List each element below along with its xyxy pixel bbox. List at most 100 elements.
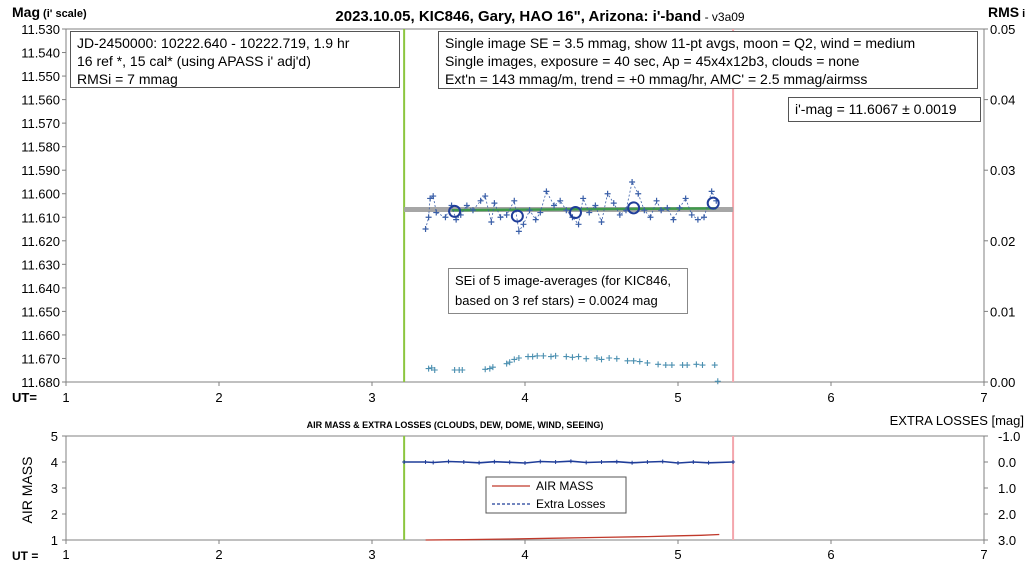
top-x-axis-label: UT= [12,390,37,405]
mag-point [664,204,671,211]
info-left-line-2: 16 ref *, 15 cal* (using APASS i' adj'd) [77,53,311,69]
extra-losses-point [630,460,635,465]
y2-tick-label: 0.05 [990,22,1015,37]
rms-point [699,362,706,369]
top-y2-axis-label: RMS i [988,4,1025,20]
extra-losses-point [568,459,573,464]
mag-point [641,207,648,214]
y2-tick-label: 1.0 [998,481,1016,496]
bottom-y-axis-label: AIR MASS [19,457,35,524]
mag-point [676,204,683,211]
mag-point [488,218,495,225]
x-tick-label: 4 [521,390,528,405]
extra-losses-point [706,460,711,465]
mag-point [610,200,617,207]
rms-point [529,353,536,360]
rms-point [425,365,432,372]
mag-point [694,216,701,223]
extra-losses-point [553,460,558,464]
rms-point [428,364,435,371]
y-tick-label: 3 [51,481,58,496]
rms-point [644,359,651,366]
rms-point [636,358,643,365]
mag-point [557,197,564,204]
mag-point [551,202,558,209]
rms-point [624,357,631,364]
rms-point [515,354,522,361]
rms-point [548,353,555,360]
top-y-axis-label: Mag (i' scale) [12,4,87,20]
mag-point [537,209,544,216]
x-tick-label: 5 [674,390,681,405]
extra-losses-point [423,460,428,464]
y-tick-label: 11.600 [21,187,60,202]
y-tick-label: 11.640 [21,281,60,296]
extra-losses-point [477,460,482,465]
y2-tick-label: 0.0 [998,455,1016,470]
rms-point [569,354,576,361]
mag-point [422,226,429,233]
y-tick-label: 11.630 [21,257,60,272]
legend-airmass-label: AIR MASS [536,479,593,493]
rms-point [503,360,510,367]
rms-point [693,361,700,368]
rms-point [431,366,438,373]
mag-point [670,216,677,223]
bottom-y2-tick-labels: -1.0 0.0 1.0 2.0 3.0 [998,429,1020,548]
mag-point [469,207,476,214]
rms-point [563,353,570,360]
y-tick-label: 11.650 [21,304,60,319]
bottom-y-tick-labels: 1 2 3 4 5 [51,429,58,548]
extra-losses-point [446,459,451,464]
mag-point [708,188,715,195]
mag-point [477,197,484,204]
rms-point [598,356,605,363]
average-circle [568,206,582,220]
airmass-line [425,533,720,541]
sei-line-1: SEi of 5 image-averages (for KIC846, [455,273,672,288]
x-tick-label: 2 [215,390,222,405]
average-circle [706,196,720,210]
top-y2-tick-labels: 0.00 0.01 0.02 0.03 0.04 0.05 [990,22,1015,390]
extra-losses-point [402,460,407,464]
bottom-vertical-markers [403,436,735,540]
rms-point [459,366,466,373]
extra-losses-point [492,459,497,464]
mag-point [442,214,449,221]
rms-point [668,362,675,369]
y-tick-label: 11.620 [21,234,60,249]
x-tick-label: 4 [521,547,528,562]
rms-point [506,359,513,366]
mag-point [575,221,582,228]
mag-point [491,200,498,207]
y-tick-label: 4 [51,455,58,470]
extra-losses-point [676,461,680,466]
mag-point [425,214,432,221]
rms-point [662,362,669,369]
y-tick-label: 11.580 [21,140,60,155]
average-circle [627,201,641,215]
y2-tick-label: 0.01 [990,304,1015,319]
info-box-left: JD-2450000: 10222.640 - 10222.719, 1.9 h… [70,31,400,88]
mag-point [427,195,434,202]
mag-point [616,211,623,218]
average-circle [510,209,524,223]
extra-losses-point [523,461,527,466]
top-tick-marks [62,28,988,386]
rms-point [486,365,493,372]
bottom-tick-marks [62,435,988,544]
extra-losses-point [431,460,436,465]
imag-box: i'-mag = 11.6067 ± 0.0019 [788,97,981,122]
extra-losses-point [507,460,512,465]
mag-point [647,214,654,221]
rms-point [655,361,662,368]
mag-point [515,228,522,235]
rms-point [482,366,489,373]
rms-point [583,355,590,362]
mag-point [543,188,550,195]
y-tick-label: 11.540 [21,46,60,61]
mag-point [658,207,665,214]
y2-tick-label: -1.0 [998,429,1020,444]
legend-extra-label: Extra Losses [536,497,605,511]
mag-point [520,221,527,228]
